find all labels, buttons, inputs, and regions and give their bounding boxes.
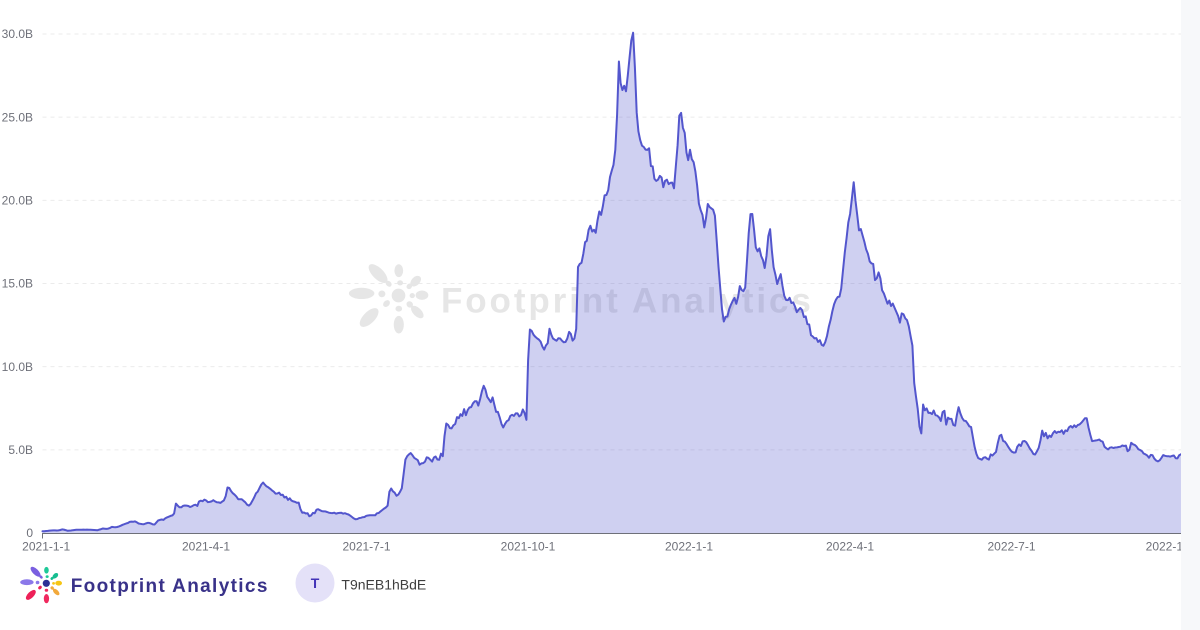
- svg-text:Footprint Analytics: Footprint Analytics: [71, 576, 269, 597]
- svg-text:T: T: [311, 575, 320, 591]
- svg-text:15.0B: 15.0B: [2, 277, 33, 291]
- svg-text:0: 0: [26, 526, 33, 540]
- svg-text:2021-7-1: 2021-7-1: [342, 540, 390, 554]
- svg-text:2021-4-1: 2021-4-1: [182, 540, 230, 554]
- svg-text:5.0B: 5.0B: [8, 443, 33, 457]
- svg-text:2022-1-1: 2022-1-1: [665, 540, 713, 554]
- svg-text:2022-7-1: 2022-7-1: [987, 540, 1035, 554]
- svg-text:10.0B: 10.0B: [2, 360, 33, 374]
- svg-text:25.0B: 25.0B: [2, 110, 33, 124]
- svg-text:20.0B: 20.0B: [2, 193, 33, 207]
- svg-text:2021-10-1: 2021-10-1: [501, 540, 556, 554]
- svg-text:2021-1-1: 2021-1-1: [22, 540, 70, 554]
- svg-text:2022-4-1: 2022-4-1: [826, 540, 874, 554]
- svg-text:30.0B: 30.0B: [2, 27, 33, 41]
- svg-text:Footprint Analytics: Footprint Analytics: [441, 282, 814, 321]
- svg-text:T9nEB1hBdE: T9nEB1hBdE: [341, 577, 426, 593]
